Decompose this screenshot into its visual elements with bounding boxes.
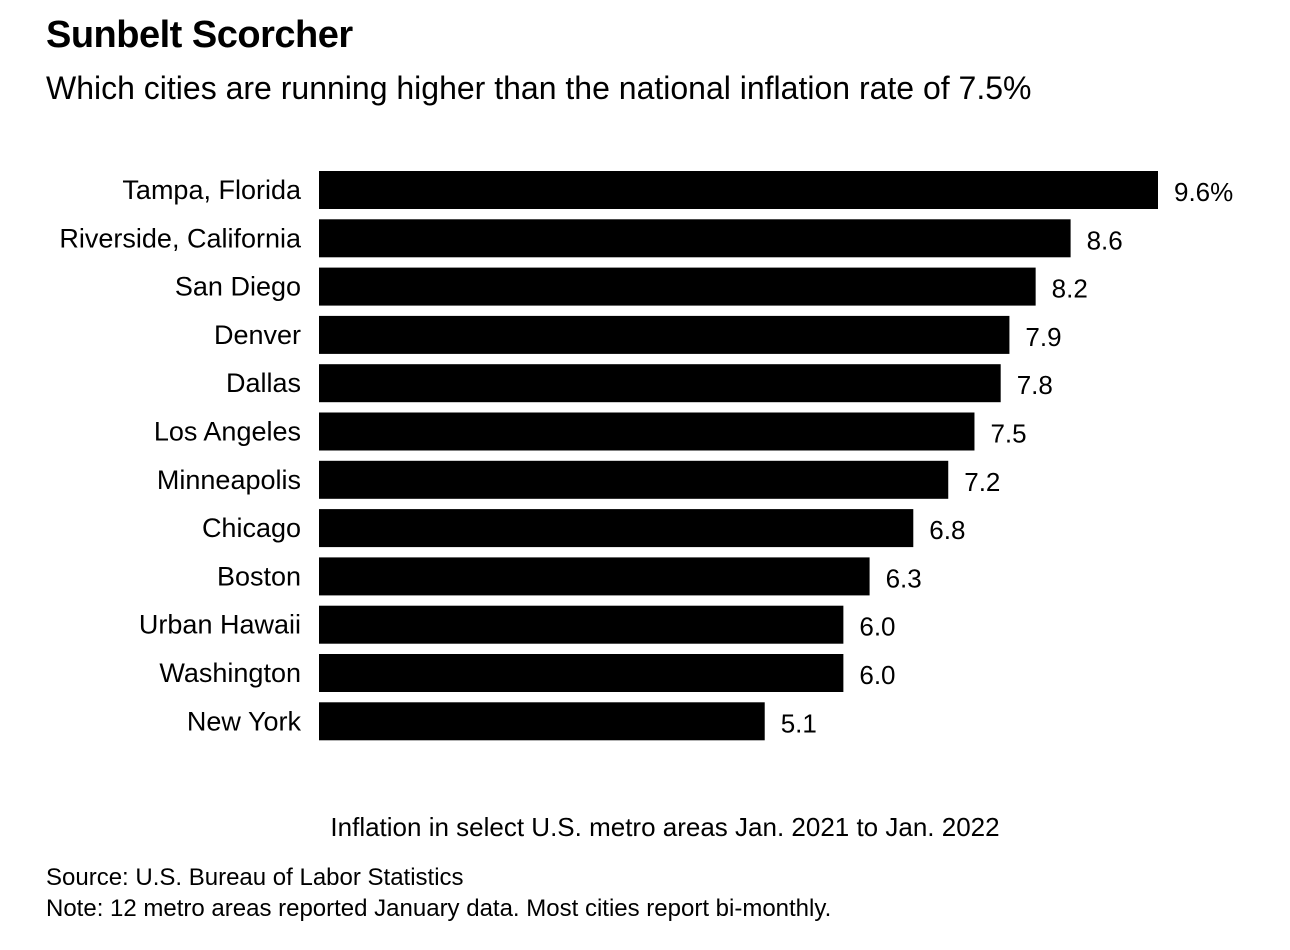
bar-4 bbox=[319, 364, 1001, 403]
category-label-8: Boston bbox=[217, 561, 301, 591]
category-label-4: Dallas bbox=[226, 368, 301, 398]
bar-10 bbox=[319, 654, 844, 692]
category-label-3: Denver bbox=[214, 320, 301, 350]
bar-8 bbox=[319, 557, 870, 596]
value-label-2: 8.2 bbox=[1052, 274, 1088, 304]
value-label-6: 7.2 bbox=[964, 467, 1000, 497]
chart-title: Sunbelt Scorcher bbox=[46, 14, 353, 56]
category-label-10: Washington bbox=[159, 658, 301, 688]
value-label-0: 9.6% bbox=[1174, 177, 1233, 207]
bar-5 bbox=[319, 412, 975, 451]
chart-subtitle: Which cities are running higher than the… bbox=[46, 70, 1032, 106]
category-label-6: Minneapolis bbox=[157, 465, 301, 495]
value-label-8: 6.3 bbox=[886, 563, 922, 593]
category-label-0: Tampa, Florida bbox=[122, 175, 302, 205]
category-label-5: Los Angeles bbox=[154, 417, 301, 447]
value-label-5: 7.5 bbox=[990, 419, 1026, 449]
bar-7 bbox=[319, 509, 914, 548]
bar-6 bbox=[319, 460, 949, 499]
value-label-3: 7.9 bbox=[1025, 322, 1061, 352]
value-label-9: 6.0 bbox=[859, 612, 895, 642]
category-label-1: Riverside, California bbox=[59, 223, 302, 253]
bar-2 bbox=[319, 267, 1036, 306]
bars-layer: Tampa, Florida 9.6% Riverside, California 8… bbox=[59, 171, 1233, 741]
source-text: Source: U.S. Bureau of Labor Statistics bbox=[46, 864, 464, 891]
bar-3 bbox=[319, 315, 1010, 354]
value-label-10: 6.0 bbox=[859, 660, 895, 690]
bar-1 bbox=[319, 219, 1071, 258]
value-label-4: 7.8 bbox=[1017, 370, 1053, 400]
note-text: Note: 12 metro areas reported January da… bbox=[46, 895, 832, 922]
category-label-7: Chicago bbox=[202, 513, 301, 543]
category-label-2: San Diego bbox=[175, 272, 301, 302]
source-note: Source: U.S. Bureau of Labor Statistics … bbox=[46, 862, 831, 924]
chart-x-axis-label: Inflation in select U.S. metro areas Jan… bbox=[330, 812, 1000, 842]
bar-0 bbox=[319, 171, 1158, 209]
category-label-11: New York bbox=[187, 706, 302, 736]
bar-11 bbox=[319, 702, 765, 741]
value-label-1: 8.6 bbox=[1087, 225, 1123, 255]
bar-9 bbox=[319, 605, 844, 644]
value-label-7: 6.8 bbox=[929, 515, 965, 545]
category-label-9: Urban Hawaii bbox=[139, 610, 301, 640]
value-label-11: 5.1 bbox=[781, 708, 817, 738]
